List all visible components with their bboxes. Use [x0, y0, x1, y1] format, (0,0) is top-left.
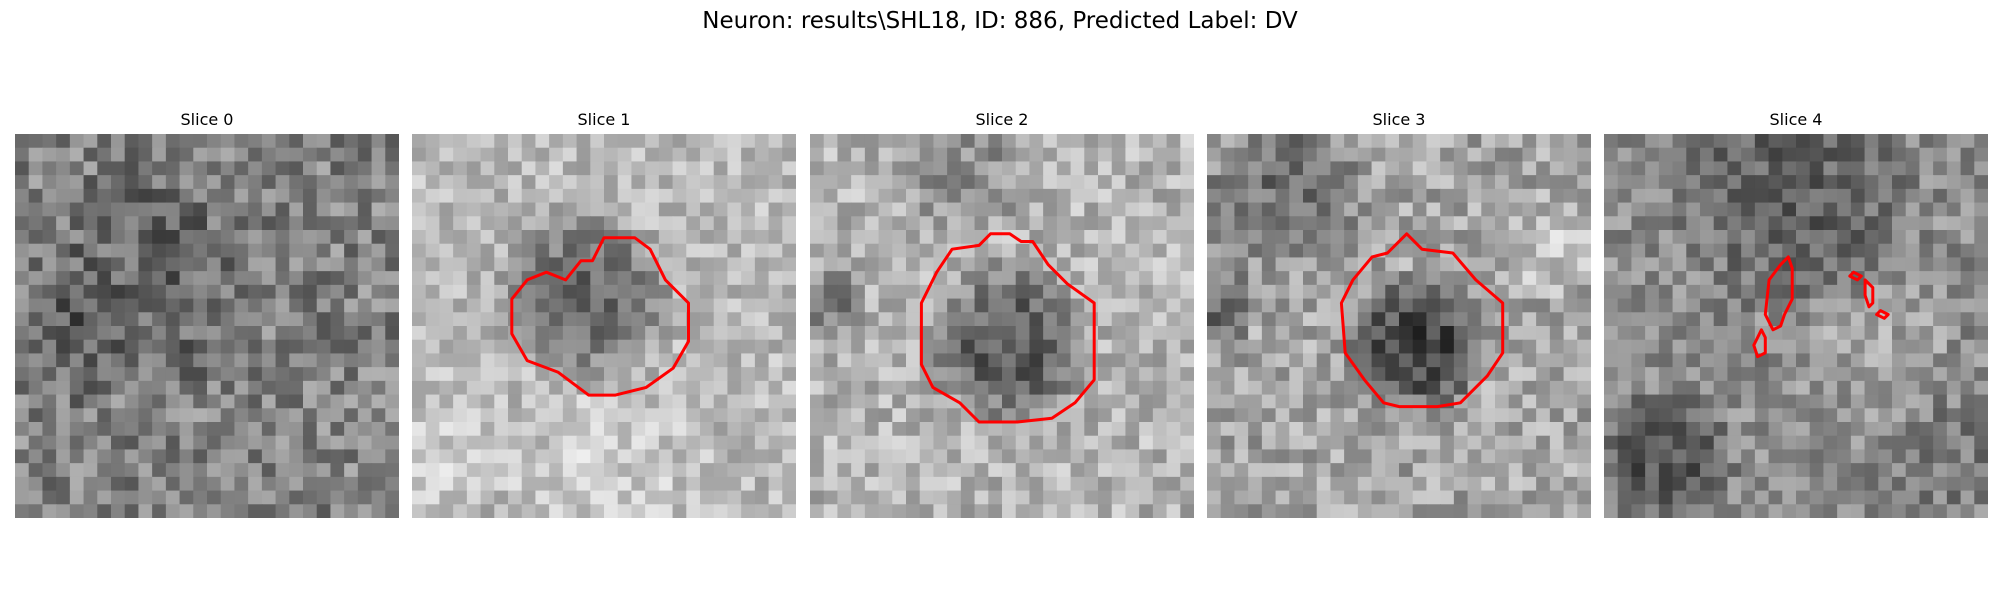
roi-contour-4-3 — [1863, 278, 1875, 309]
slice-panel-2: Slice 2 — [810, 110, 1194, 518]
slice-panel-0: Slice 0 — [15, 110, 399, 518]
slice-panel-1: Slice 1 — [412, 110, 796, 518]
slice-title-3: Slice 3 — [1372, 110, 1426, 129]
roi-contour-4-2 — [1848, 270, 1863, 282]
slice-image-3 — [1207, 134, 1591, 518]
roi-contour-1-0 — [510, 236, 690, 397]
slice-image-2 — [810, 134, 1194, 518]
slice-panel-3: Slice 3 — [1207, 110, 1591, 518]
slice-title-1: Slice 1 — [577, 110, 631, 129]
roi-contour-4-0 — [1763, 255, 1794, 332]
slice-image-4 — [1604, 134, 1988, 518]
slice-image-1 — [412, 134, 796, 518]
slice-title-0: Slice 0 — [180, 110, 234, 129]
slice-title-2: Slice 2 — [975, 110, 1029, 129]
roi-contour-4-1 — [1752, 328, 1767, 359]
figure-title: Neuron: results\SHL18, ID: 886, Predicte… — [702, 8, 1298, 34]
slice-panel-4: Slice 4 — [1604, 110, 1988, 518]
roi-contour-4-4 — [1875, 309, 1890, 320]
roi-contour-2-0 — [919, 232, 1096, 424]
slice-image-0 — [15, 134, 399, 518]
slice-title-4: Slice 4 — [1769, 110, 1823, 129]
roi-contour-3-0 — [1339, 232, 1505, 409]
